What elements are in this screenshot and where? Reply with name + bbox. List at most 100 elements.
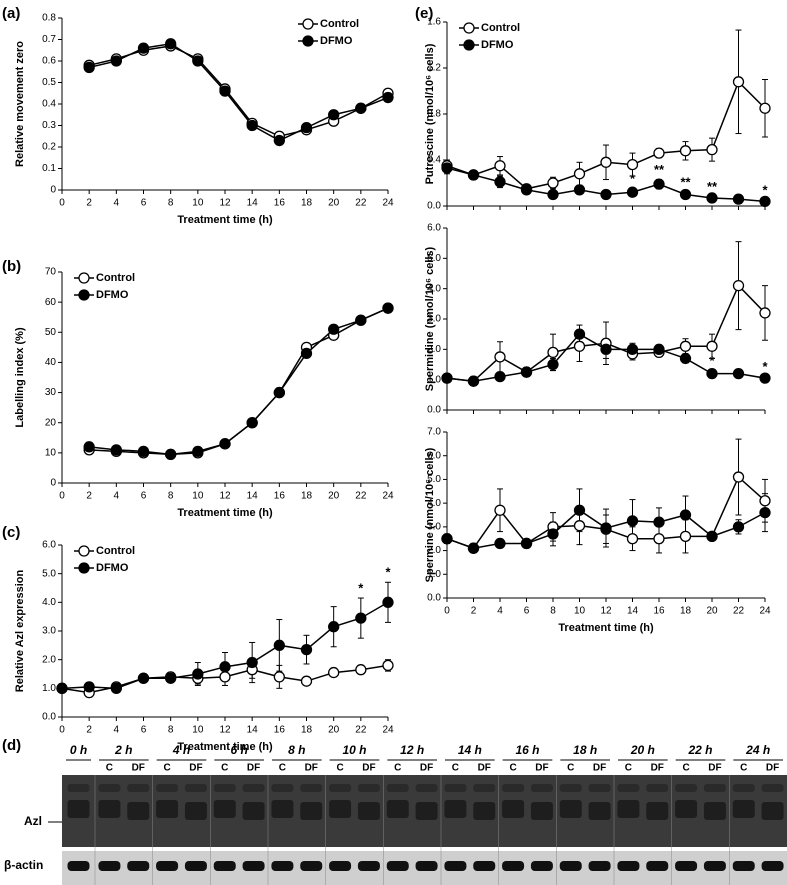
lane-label: C	[106, 763, 113, 774]
time-label: 2 h	[114, 743, 132, 757]
point	[165, 448, 177, 461]
x-tick-label: 2	[86, 491, 92, 502]
point	[520, 537, 533, 550]
azl-band	[357, 784, 380, 792]
x-tick-label: 16	[274, 725, 286, 736]
y-axis-label: Labelling index (%)	[14, 327, 26, 428]
azl-band	[617, 784, 640, 792]
azl-band	[156, 784, 179, 792]
x-tick-label: 18	[301, 491, 313, 502]
point	[494, 537, 506, 550]
actin-band	[473, 861, 496, 871]
point	[110, 55, 122, 67]
lane-label: C	[336, 763, 343, 774]
azl-band	[559, 784, 582, 792]
legend-marker	[463, 39, 475, 51]
point	[573, 520, 586, 532]
x-tick-label: 4	[114, 491, 120, 502]
lane-label: DF	[420, 763, 433, 774]
point	[600, 522, 612, 534]
azl-band	[329, 784, 352, 792]
series-line	[88, 43, 389, 142]
x-tick-label: 8	[168, 491, 174, 502]
x-tick-label: 16	[653, 606, 665, 617]
actin-band	[242, 861, 265, 871]
y-tick-label: 0.6	[42, 56, 56, 67]
actin-band	[357, 861, 380, 871]
point	[520, 184, 533, 196]
legend-label: Control	[481, 22, 520, 34]
time-label: 0 h	[70, 743, 87, 757]
azl-band	[675, 784, 698, 792]
point	[732, 76, 745, 88]
x-tick-label: 0	[59, 491, 65, 502]
point	[573, 184, 586, 196]
point	[382, 659, 394, 672]
legend-marker	[302, 35, 314, 47]
y-axis-label: Putrescine (nmol/10⁶ cells)	[424, 43, 436, 184]
point	[547, 528, 559, 540]
actin-band	[386, 861, 409, 871]
azl-band	[617, 800, 640, 818]
azl-band	[67, 784, 90, 792]
x-tick-label: 10	[192, 198, 204, 209]
y-tick-label: 0.8	[42, 13, 56, 24]
y-tick-label: 1.2	[427, 63, 441, 74]
point	[626, 343, 639, 355]
azl-band	[530, 802, 553, 820]
significance: *	[385, 565, 391, 580]
legend-label: DFMO	[481, 39, 514, 51]
lane-label: DF	[362, 763, 375, 774]
azl-band	[386, 800, 409, 818]
time-label: 24 h	[745, 743, 770, 757]
azl-band	[703, 784, 726, 792]
significance: *	[762, 359, 768, 374]
point	[494, 504, 506, 516]
y-axis-label: Spermidine (nmol/10⁶ cells)	[424, 246, 436, 391]
x-tick-label: 4	[114, 725, 120, 736]
point	[192, 445, 204, 458]
point	[246, 417, 258, 429]
point	[441, 162, 453, 174]
azl-band	[588, 784, 611, 792]
y-tick-label: 50	[45, 327, 57, 338]
x-tick-label: 22	[355, 725, 367, 736]
azl-band	[444, 800, 467, 818]
azl-band	[127, 784, 150, 792]
point	[679, 145, 692, 157]
x-tick-label: 12	[219, 198, 231, 209]
y-tick-label: 10	[45, 447, 57, 458]
point	[300, 643, 313, 656]
point	[759, 372, 771, 384]
lane-label: C	[221, 763, 228, 774]
x-tick-label: 10	[192, 725, 204, 736]
point	[679, 340, 692, 352]
point	[83, 441, 95, 453]
point	[626, 515, 639, 527]
lane-label: DF	[132, 763, 145, 774]
panel-label: (a)	[2, 5, 20, 22]
lane-label: DF	[593, 763, 606, 774]
y-tick-label: 30	[45, 387, 57, 398]
legend-marker	[463, 22, 475, 34]
point	[600, 343, 612, 355]
point	[300, 675, 313, 687]
actin-band	[300, 861, 323, 871]
point	[706, 143, 718, 156]
azl-band	[675, 800, 698, 818]
point	[679, 188, 692, 201]
lane-label: DF	[651, 763, 664, 774]
azl-band	[444, 784, 467, 792]
y-tick-label: 3.0	[427, 521, 441, 532]
azl-band	[473, 784, 496, 792]
y-tick-label: 0.0	[42, 712, 56, 723]
point	[759, 307, 771, 319]
point	[467, 375, 480, 387]
point	[679, 509, 692, 521]
y-tick-label: 6.0	[427, 450, 441, 461]
point	[494, 176, 506, 188]
x-tick-label: 22	[355, 491, 367, 502]
x-tick-label: 20	[328, 198, 340, 209]
lane-label: C	[452, 763, 459, 774]
